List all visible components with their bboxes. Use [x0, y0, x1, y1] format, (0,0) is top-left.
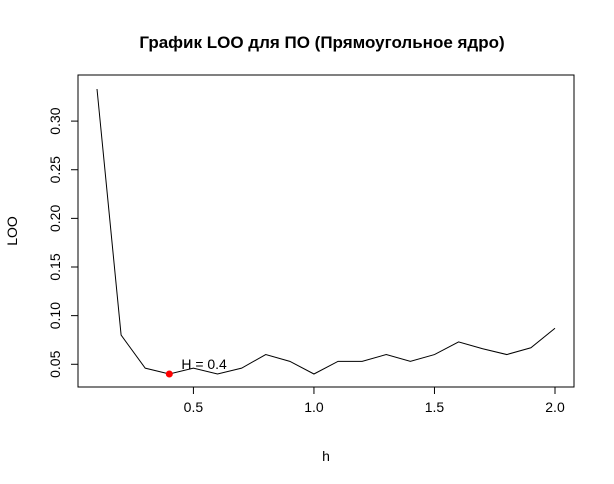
y-tick-label: 0.10 — [47, 302, 63, 329]
x-tick-label: 0.5 — [184, 399, 204, 415]
y-axis-label: LOO — [4, 216, 20, 246]
loo-series-line — [96, 88, 556, 375]
minimum-point — [165, 370, 173, 378]
x-axis: 0.5 1.0 1.5 2.0 — [184, 386, 565, 415]
plot-area: H = 0.4 — [96, 88, 556, 378]
y-tick-label: 0.25 — [47, 156, 63, 183]
y-axis: 0.05 0.10 0.15 0.20 0.25 0.30 — [47, 107, 79, 378]
y-tick-label: 0.30 — [47, 107, 63, 134]
x-tick-label: 1.5 — [425, 399, 445, 415]
chart-title: График LOO для ПО (Прямоугольное ядро) — [139, 33, 504, 52]
y-tick-label: 0.05 — [47, 350, 63, 377]
y-tick-label: 0.15 — [47, 253, 63, 280]
plot-frame — [77, 74, 575, 388]
y-tick-label: 0.20 — [47, 205, 63, 232]
minimum-annotation: H = 0.4 — [181, 356, 227, 372]
x-tick-label: 1.0 — [304, 399, 324, 415]
x-axis-label: h — [322, 448, 330, 464]
x-tick-label: 2.0 — [545, 399, 565, 415]
